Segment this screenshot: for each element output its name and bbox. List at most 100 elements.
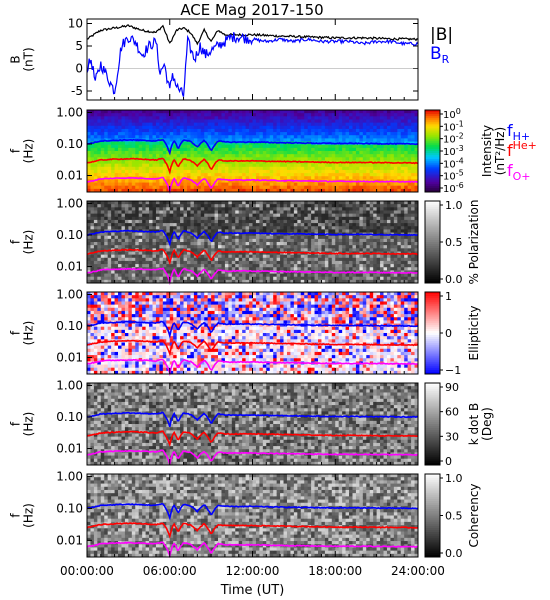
- intensity-f_he-line: [86, 157, 419, 175]
- spec-cell: [286, 229, 291, 233]
- spec-cell: [252, 173, 257, 177]
- spec-cell: [142, 210, 147, 215]
- spec-cell: [411, 188, 415, 193]
- spec-cell: [276, 223, 281, 227]
- b-panel-ylabel-line-0: B: [9, 55, 23, 63]
- spec-cell: [238, 125, 243, 130]
- spec-cell: [390, 238, 395, 243]
- spec-cell: [307, 132, 312, 136]
- spec-cell: [366, 254, 371, 259]
- spec-cell: [373, 273, 378, 278]
- spec-cell: [207, 210, 212, 215]
- spec-cell: [162, 207, 167, 211]
- spec-cell: [249, 144, 253, 149]
- spec-cell: [218, 260, 222, 265]
- spec-cell: [280, 132, 284, 136]
- spec-cell: [111, 113, 115, 117]
- spec-cell: [155, 201, 160, 205]
- spec-cell: [311, 264, 315, 268]
- spec-cell: [90, 226, 95, 230]
- spec-cell: [218, 248, 222, 252]
- spec-cell: [376, 213, 381, 218]
- spec-cell: [255, 273, 260, 278]
- spec-cell: [352, 273, 357, 278]
- spec-cell: [380, 238, 384, 243]
- spec-cell: [280, 238, 284, 243]
- spec-cell: [311, 219, 315, 224]
- colorbar-cell: [425, 126, 440, 129]
- spec-cell: [90, 254, 95, 259]
- spec-cell: [100, 279, 105, 284]
- spec-cell: [138, 151, 143, 155]
- spec-cell: [118, 254, 122, 259]
- spec-cell: [228, 169, 233, 174]
- spec-cell: [107, 276, 112, 281]
- spec-cell: [352, 242, 357, 246]
- spec-cell: [397, 122, 402, 127]
- spec-cell: [131, 185, 136, 190]
- spec-cell: [159, 242, 164, 246]
- spec-cell: [149, 166, 153, 171]
- spec-cell: [407, 128, 412, 133]
- spec-cell: [383, 132, 388, 136]
- spec-cell: [90, 235, 95, 240]
- spec-cell: [355, 229, 360, 233]
- spec-cell: [190, 260, 195, 265]
- spec-cell: [373, 116, 378, 120]
- spec-cell: [259, 119, 264, 124]
- spec-cell: [286, 138, 291, 142]
- spec-cell: [87, 276, 91, 281]
- spec-cell: [304, 213, 309, 218]
- spec-cell: [152, 147, 157, 152]
- spec-cell: [197, 122, 202, 127]
- spec-cell: [414, 188, 419, 193]
- spec-cell: [124, 188, 129, 193]
- spec-cell: [397, 163, 402, 168]
- spec-cell: [135, 154, 140, 158]
- spec-cell: [186, 204, 191, 208]
- spec-cell: [335, 125, 340, 130]
- spec-cell: [207, 248, 212, 252]
- spec-cell: [176, 242, 181, 246]
- spec-cell: [262, 257, 267, 262]
- spec-cell: [131, 182, 136, 187]
- spec-cell: [307, 245, 312, 249]
- spec-cell: [121, 182, 126, 187]
- spec-cell: [242, 163, 247, 168]
- spec-cell: [235, 213, 240, 218]
- spec-cell: [186, 235, 191, 240]
- spec-cell: [321, 245, 326, 249]
- spec-cell: [269, 185, 274, 190]
- spec-cell: [93, 128, 98, 133]
- spec-cell: [386, 235, 391, 240]
- spec-cell: [373, 128, 378, 133]
- spec-cell: [383, 151, 388, 155]
- spec-cell: [273, 176, 278, 180]
- spec-cell: [193, 173, 198, 177]
- spec-cell: [345, 182, 350, 187]
- spec-cell: [407, 116, 412, 120]
- spec-cell: [324, 264, 329, 268]
- spec-cell: [314, 132, 319, 136]
- spec-cell: [197, 248, 202, 252]
- spec-cell: [369, 260, 374, 265]
- spec-cell: [293, 132, 298, 136]
- spec-cell: [152, 204, 157, 208]
- spec-cell: [355, 157, 360, 161]
- spec-cell: [273, 122, 278, 127]
- spec-cell: [280, 144, 284, 149]
- spec-cell: [142, 279, 147, 284]
- spec-cell: [345, 235, 350, 240]
- spec-cell: [207, 188, 212, 193]
- spec-cell: [318, 182, 322, 187]
- spec-cell: [183, 257, 188, 262]
- spec-cell: [386, 264, 391, 268]
- spec-cell: [324, 235, 329, 240]
- spec-cell: [131, 147, 136, 152]
- spec-cell: [335, 276, 340, 281]
- spec-cell: [176, 132, 181, 136]
- spec-cell: [321, 267, 326, 271]
- spec-cell: [186, 176, 191, 180]
- spec-cell: [97, 201, 102, 205]
- spec-cell: [235, 157, 240, 161]
